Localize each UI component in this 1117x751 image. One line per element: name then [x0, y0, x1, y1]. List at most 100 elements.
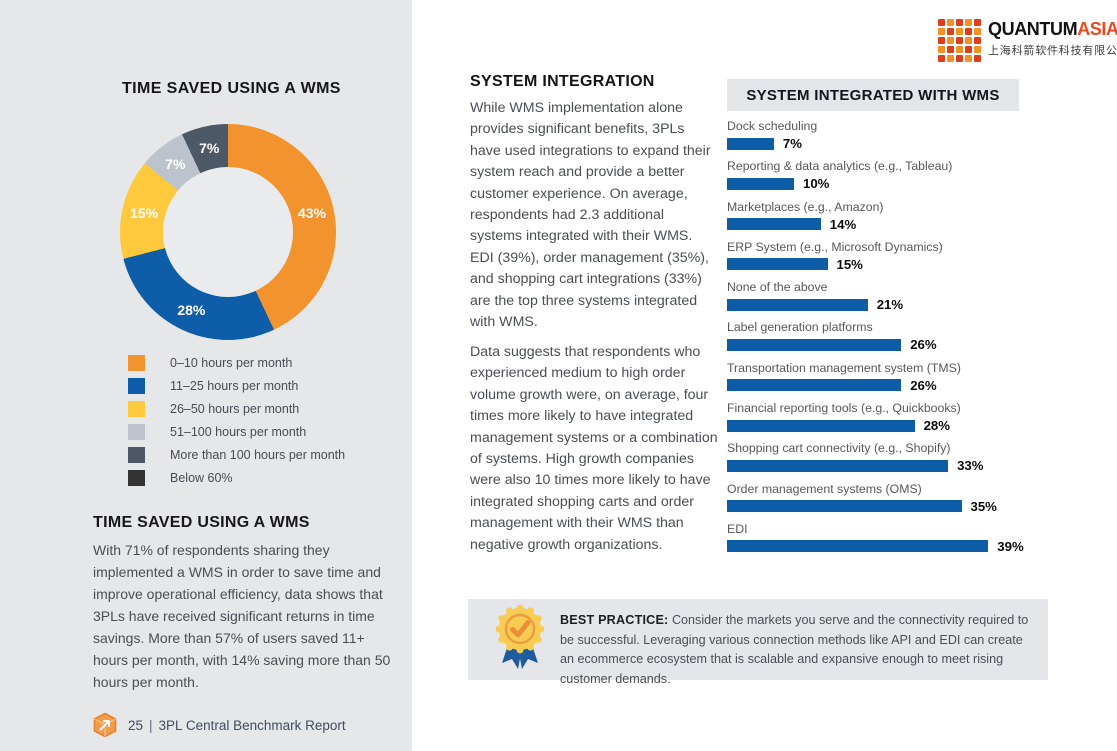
- logo-dot: [965, 46, 972, 53]
- donut-chart-title: TIME SAVED USING A WMS: [122, 80, 341, 97]
- system-integration-paragraph-1: While WMS implementation alone provides …: [470, 100, 711, 331]
- legend-item: 0–10 hours per month: [128, 355, 345, 371]
- bar-row: Order management systems (OMS) 35%: [727, 482, 1047, 522]
- bar-value-label: 26%: [910, 377, 937, 393]
- logo-dot: [956, 55, 963, 62]
- bar-track: 7%: [727, 136, 1047, 151]
- legend-label: Below 60%: [170, 471, 233, 485]
- best-practice-text: BEST PRACTICE: Consider the markets you …: [560, 611, 1032, 689]
- logo-dot: [956, 19, 963, 26]
- legend-item: More than 100 hours per month: [128, 447, 345, 463]
- logo-dot: [956, 28, 963, 35]
- logo-dot: [965, 28, 972, 35]
- legend-label: 11–25 hours per month: [170, 379, 299, 393]
- legend-swatch: [128, 447, 145, 463]
- footer-text: 25 | 3PL Central Benchmark Report: [128, 718, 346, 733]
- logo-dot: [965, 55, 972, 62]
- bar: [727, 218, 821, 231]
- bar-category-label: Order management systems (OMS): [727, 481, 922, 496]
- legend-swatch: [128, 424, 145, 440]
- legend-item: 51–100 hours per month: [128, 424, 345, 440]
- bar-value-label: 33%: [957, 458, 984, 474]
- legend-swatch: [128, 401, 145, 417]
- system-integration-paragraph-2: Data suggests that respondents who exper…: [470, 344, 718, 553]
- best-practice-callout: BEST PRACTICE: Consider the markets you …: [468, 599, 1048, 686]
- bar-track: 21%: [727, 297, 1047, 312]
- bar: [727, 137, 774, 150]
- legend-label: 26–50 hours per month: [170, 402, 300, 416]
- brand-name: QUANTUMASIA: [988, 19, 1117, 39]
- donut-chart: 43% 28% 15% 7% 7%: [120, 124, 336, 340]
- cube-arrow-icon: [93, 712, 117, 738]
- logo-dot: [974, 28, 981, 35]
- logo-dot: [965, 37, 972, 44]
- left-panel: TIME SAVED USING A WMS 43% 28% 15% 7% 7% 0–1…: [0, 0, 412, 751]
- bar-category-label: Financial reporting tools (e.g., Quickbo…: [727, 401, 961, 416]
- bar-track: 26%: [727, 337, 1047, 352]
- legend-item: Below 60%: [128, 470, 345, 486]
- logo-dot: [938, 55, 945, 62]
- bar-track: 28%: [727, 418, 1047, 433]
- donut-segment-label: 15%: [130, 205, 159, 222]
- logo-dot: [956, 37, 963, 44]
- bar-row: None of the above 21%: [727, 280, 1047, 320]
- bar-row: Reporting & data analytics (e.g., Tablea…: [727, 159, 1047, 199]
- bar-row: Label generation platforms 26%: [727, 320, 1047, 360]
- logo-dot: [938, 46, 945, 53]
- bar-category-label: Marketplaces (e.g., Amazon): [727, 199, 884, 214]
- logo-dot: [974, 46, 981, 53]
- bar-row: Shopping cart connectivity (e.g., Shopif…: [727, 441, 1047, 481]
- logo-dot: [938, 19, 945, 26]
- bar-track: 35%: [727, 499, 1047, 514]
- logo-dot: [956, 46, 963, 53]
- bar: [727, 379, 902, 392]
- bar: [727, 177, 794, 190]
- bar: [727, 419, 915, 432]
- bar-category-label: Shopping cart connectivity (e.g., Shopif…: [727, 441, 951, 456]
- logo-dot: [974, 37, 981, 44]
- legend-swatch: [128, 470, 145, 486]
- bar-value-label: 39%: [997, 538, 1024, 554]
- bar-row: EDI 39%: [727, 522, 1047, 562]
- legend-swatch: [128, 355, 145, 371]
- logo-dot: [947, 28, 954, 35]
- donut-segment-label: 28%: [177, 301, 206, 318]
- bar: [727, 338, 902, 351]
- bar-chart-rows: Dock scheduling 7% Reporting & data analyt…: [727, 119, 1047, 562]
- legend-item: 11–25 hours per month: [128, 378, 345, 394]
- logo-dot: [965, 19, 972, 26]
- donut-segment-label: 43%: [297, 205, 326, 222]
- bar-category-label: Reporting & data analytics (e.g., Tablea…: [727, 159, 953, 174]
- bar-value-label: 21%: [876, 297, 904, 313]
- best-practice-label: BEST PRACTICE:: [560, 613, 669, 627]
- bar-row: Dock scheduling 7%: [727, 119, 1047, 159]
- logo-dot: [938, 37, 945, 44]
- footer-divider: |: [149, 717, 153, 733]
- bar-value-label: 14%: [829, 216, 857, 232]
- bar-track: 14%: [727, 217, 1047, 232]
- bar-track: 33%: [727, 458, 1047, 473]
- best-practice-body: Consider the markets you serve and the c…: [560, 613, 1029, 686]
- donut-segment-label: 7%: [165, 156, 186, 173]
- bar-row: Marketplaces (e.g., Amazon) 14%: [727, 200, 1047, 240]
- bar-row: Financial reporting tools (e.g., Quickbo…: [727, 401, 1047, 441]
- donut-hole: [163, 167, 293, 297]
- logo-dot: [947, 46, 954, 53]
- legend-label: More than 100 hours per month: [170, 448, 346, 462]
- bar: [727, 540, 989, 553]
- brand-name-chinese: 上海科箭软件科技有限公司: [988, 45, 1117, 57]
- bar-track: 15%: [727, 257, 1047, 272]
- report-title: 3PL Central Benchmark Report: [158, 717, 346, 733]
- bar: [727, 459, 949, 472]
- bar-track: 10%: [727, 176, 1047, 191]
- bar-chart-header: SYSTEM INTEGRATED WITH WMS: [727, 79, 1019, 111]
- logo-dot: [974, 55, 981, 62]
- bar-value-label: 26%: [910, 337, 937, 353]
- bar-track: 26%: [727, 378, 1047, 393]
- logo-dots-icon: [938, 19, 981, 62]
- donut-segment-label: 7%: [199, 140, 220, 157]
- bar-track: 39%: [727, 539, 1047, 554]
- bar-category-label: Transportation management system (TMS): [727, 360, 961, 375]
- brand-name-secondary: ASIA: [1077, 19, 1117, 39]
